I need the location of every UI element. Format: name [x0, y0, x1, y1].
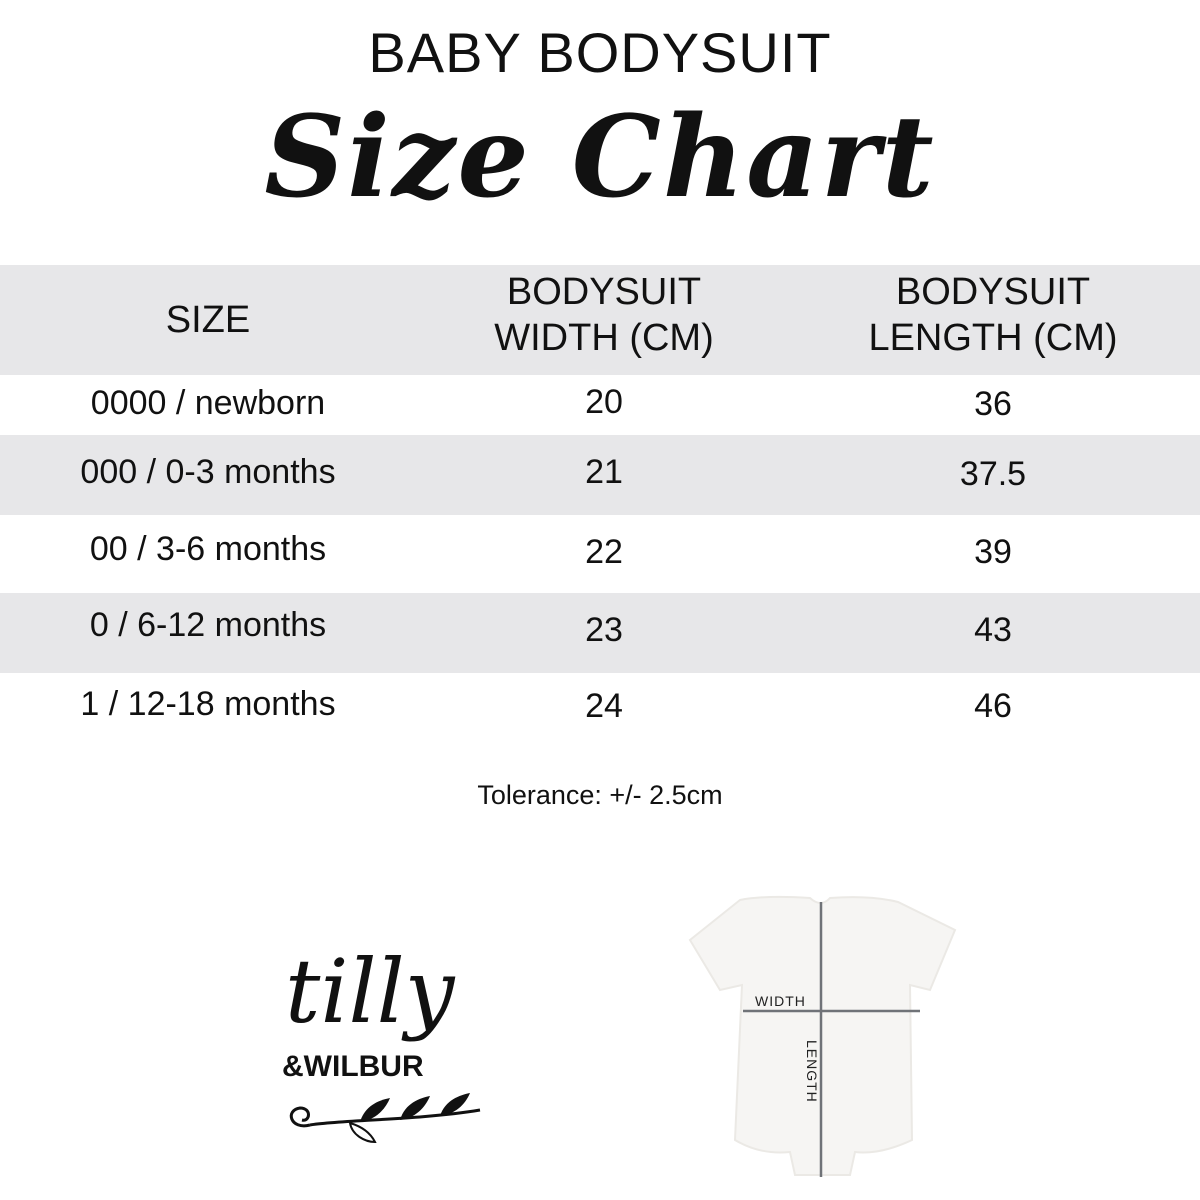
cell-size: 0 / 6-12 months: [89, 606, 327, 644]
table-row: 1 / 12-18 months 24 46: [0, 673, 1200, 745]
cell-size: 1 / 12-18 months: [80, 685, 336, 723]
bodysuit-shape: [688, 895, 957, 1176]
header-width: BODYSUIT WIDTH (CM): [494, 269, 713, 361]
header-width-line1: BODYSUIT: [506, 271, 702, 313]
title-size-chart: Size Chart: [264, 92, 936, 223]
cell-size: 0000 / newborn: [90, 384, 326, 422]
title-baby-bodysuit: BABY BODYSUIT: [368, 21, 832, 84]
table-row: 000 / 0-3 months 21 37.5: [0, 435, 1200, 515]
cell-width: 23: [585, 611, 623, 649]
tolerance-note: Tolerance: +/- 2.5cm: [477, 780, 723, 810]
header-size: SIZE: [165, 299, 251, 341]
cell-size: 00 / 3-6 months: [89, 530, 327, 568]
header-length: BODYSUIT LENGTH (CM): [868, 269, 1117, 361]
cell-length: 39: [974, 533, 1012, 571]
cell-length: 46: [974, 687, 1012, 725]
leaf-branch-icon: [289, 1093, 481, 1144]
cell-length: 37.5: [959, 455, 1027, 493]
cell-size: 000 / 0-3 months: [80, 453, 336, 491]
header-length-line2: LENGTH (CM): [868, 317, 1118, 359]
logo-text-tilly: tilly: [285, 940, 455, 1043]
table-row: 0000 / newborn 20 36: [0, 375, 1200, 435]
cell-width: 24: [585, 687, 623, 725]
cell-width: 22: [585, 533, 623, 571]
header-length-line1: BODYSUIT: [895, 271, 1091, 313]
bodysuit-diagram: WIDTH LENGTH: [688, 895, 957, 1177]
cell-length: 36: [974, 385, 1012, 423]
cell-width: 21: [585, 453, 623, 491]
cell-width: 20: [585, 383, 623, 421]
header-width-line2: WIDTH (CM): [494, 317, 714, 359]
width-label: WIDTH: [755, 993, 806, 1009]
brand-logo: tilly &WILBUR: [270, 940, 490, 1150]
table-row: 00 / 3-6 months 22 39: [0, 515, 1200, 593]
length-label: LENGTH: [804, 1040, 820, 1103]
cell-length: 43: [974, 611, 1012, 649]
table-row: 0 / 6-12 months 23 43: [0, 593, 1200, 673]
table-header-row: SIZE BODYSUIT WIDTH (CM) BODYSUIT LENGTH…: [0, 265, 1200, 375]
logo-text-wilbur: &WILBUR: [282, 1050, 424, 1083]
